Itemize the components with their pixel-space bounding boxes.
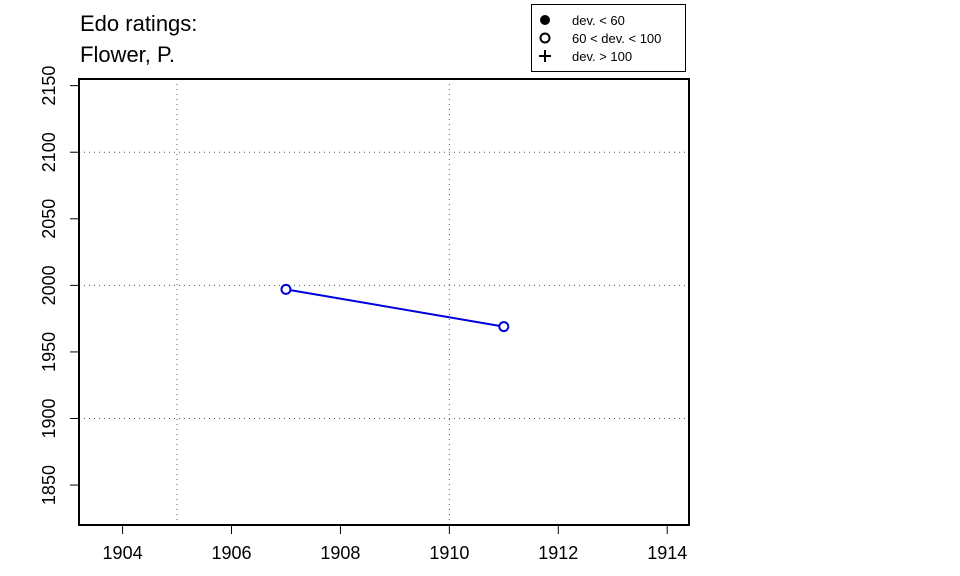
y-tick-label: 2150 [39, 66, 59, 106]
filled-circle-icon [532, 14, 558, 26]
y-tick-label: 1950 [39, 332, 59, 372]
y-tick-label: 2100 [39, 132, 59, 172]
y-tick-label: 1850 [39, 465, 59, 505]
chart-subtitle: Flower, P. [80, 42, 175, 67]
data-point [498, 321, 510, 333]
open-circle-icon [532, 32, 558, 44]
grid-layer [79, 79, 689, 525]
legend-label: 60 < dev. < 100 [572, 30, 662, 46]
plot-frame [78, 78, 690, 526]
y-tick-label: 2000 [39, 265, 59, 305]
chart-title-block: Edo ratings: Flower, P. [80, 8, 197, 70]
series-layer [280, 283, 510, 333]
x-tick-label: 1904 [103, 543, 143, 563]
x-tick-label: 1908 [320, 543, 360, 563]
data-point [280, 283, 292, 295]
y-tick-label: 1900 [39, 398, 59, 438]
chart-title: Edo ratings: [80, 11, 198, 36]
y-axis: 1850 1900 1950 2000 2050 2100 2150 [39, 66, 79, 505]
legend-item-open-circle: 60 < dev. < 100 [532, 29, 661, 47]
x-tick-label: 1914 [647, 543, 687, 563]
x-axis: 1904 1906 1908 1910 1912 1914 [103, 525, 687, 563]
legend-item-plus: dev. > 100 [532, 47, 632, 65]
series-line [285, 288, 504, 328]
x-tick-label: 1906 [211, 543, 251, 563]
x-tick-label: 1912 [538, 543, 578, 563]
legend-item-filled-circle: dev. < 60 [532, 11, 625, 29]
legend: dev. < 60 60 < dev. < 100 dev. > 100 [531, 4, 686, 72]
y-tick-label: 2050 [39, 199, 59, 239]
x-tick-label: 1910 [429, 543, 469, 563]
legend-label: dev. > 100 [572, 48, 633, 64]
plus-icon [532, 50, 558, 62]
legend-label: dev. < 60 [572, 12, 625, 28]
